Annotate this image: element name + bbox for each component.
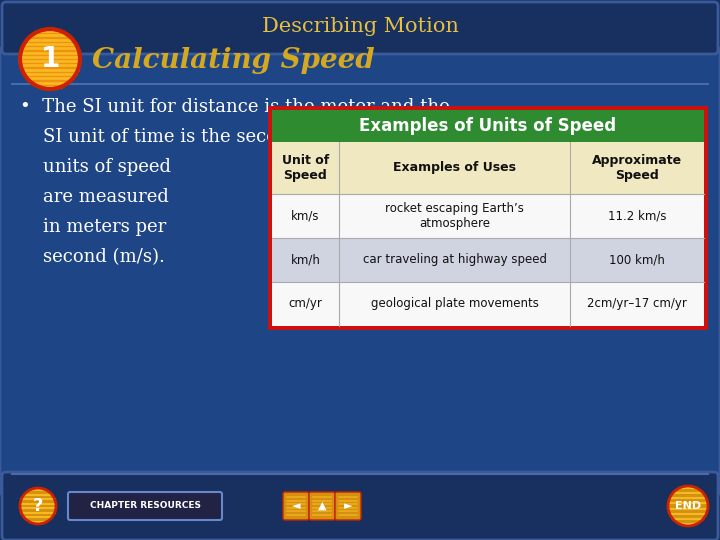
Text: SI unit of time is the second (s), so in SI,: SI unit of time is the second (s), so in…: [20, 128, 415, 146]
Bar: [272, 238, 704, 282]
Text: Unit of
Speed: Unit of Speed: [282, 154, 329, 182]
Bar: [272, 110, 704, 142]
Text: Examples of Units of Speed: Examples of Units of Speed: [359, 117, 616, 135]
Bar: [272, 142, 704, 194]
Circle shape: [20, 29, 80, 89]
Text: units of speed: units of speed: [20, 158, 171, 176]
Text: 100 km/h: 100 km/h: [609, 253, 665, 267]
Text: CHAPTER RESOURCES: CHAPTER RESOURCES: [89, 502, 200, 510]
Text: 11.2 km/s: 11.2 km/s: [608, 210, 666, 222]
Text: ►: ►: [343, 501, 352, 511]
Text: 1: 1: [40, 45, 60, 73]
Text: END: END: [675, 501, 701, 511]
Text: 2cm/yr–17 cm/yr: 2cm/yr–17 cm/yr: [587, 298, 687, 310]
FancyBboxPatch shape: [68, 492, 222, 520]
Text: rocket escaping Earth’s
atmosphere: rocket escaping Earth’s atmosphere: [385, 202, 524, 230]
Text: in meters per: in meters per: [20, 218, 166, 236]
Bar: [272, 282, 704, 326]
Text: ▲: ▲: [318, 501, 326, 511]
Text: km/h: km/h: [291, 253, 320, 267]
FancyBboxPatch shape: [0, 46, 720, 496]
Text: Examples of Uses: Examples of Uses: [393, 161, 516, 174]
Text: ?: ?: [33, 497, 43, 515]
Circle shape: [668, 486, 708, 526]
FancyBboxPatch shape: [283, 492, 309, 520]
Text: •  The SI unit for distance is the meter and the: • The SI unit for distance is the meter …: [20, 98, 450, 116]
FancyBboxPatch shape: [335, 492, 361, 520]
Circle shape: [20, 488, 56, 524]
Text: second (m/s).: second (m/s).: [20, 248, 165, 266]
Text: Approximate
Speed: Approximate Speed: [592, 154, 682, 182]
Text: are measured: are measured: [20, 188, 169, 206]
FancyBboxPatch shape: [309, 492, 335, 520]
Text: Describing Motion: Describing Motion: [261, 17, 459, 37]
Bar: [272, 194, 704, 238]
Bar: [268, 106, 708, 330]
Text: Calculating Speed: Calculating Speed: [92, 46, 374, 73]
Text: ◄: ◄: [292, 501, 300, 511]
FancyBboxPatch shape: [2, 472, 718, 540]
FancyBboxPatch shape: [2, 2, 718, 54]
Text: geological plate movements: geological plate movements: [371, 298, 539, 310]
Text: cm/yr: cm/yr: [289, 298, 323, 310]
Text: car traveling at highway speed: car traveling at highway speed: [362, 253, 546, 267]
Text: km/s: km/s: [291, 210, 320, 222]
